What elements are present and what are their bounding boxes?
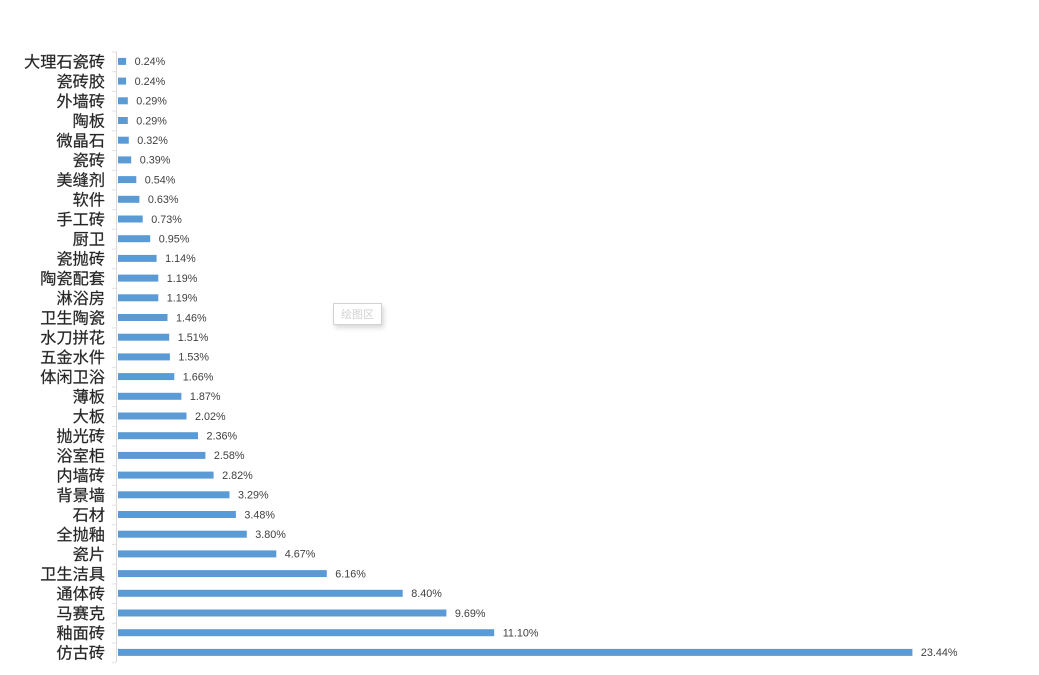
svg-text:0.63%: 0.63% (148, 194, 179, 206)
svg-text:3.48%: 3.48% (244, 509, 275, 521)
svg-text:23.44%: 23.44% (921, 647, 958, 659)
svg-text:3.29%: 3.29% (238, 490, 269, 502)
svg-text:8.40%: 8.40% (411, 588, 442, 600)
svg-text:4.67%: 4.67% (285, 549, 316, 561)
svg-text:1.87%: 1.87% (190, 391, 221, 403)
svg-text:1.19%: 1.19% (167, 273, 198, 285)
svg-text:2.82%: 2.82% (222, 470, 253, 482)
svg-text:1.19%: 1.19% (167, 293, 198, 305)
svg-text:0.54%: 0.54% (145, 174, 176, 186)
svg-text:0.29%: 0.29% (136, 96, 167, 108)
svg-text:0.24%: 0.24% (135, 56, 166, 68)
svg-text:0.32%: 0.32% (137, 135, 168, 147)
svg-text:3.80%: 3.80% (255, 529, 286, 541)
svg-text:1.66%: 1.66% (183, 371, 214, 383)
svg-text:9.69%: 9.69% (455, 608, 486, 620)
svg-text:0.73%: 0.73% (151, 214, 182, 226)
svg-text:6.16%: 6.16% (335, 568, 366, 580)
svg-text:2.36%: 2.36% (207, 431, 238, 443)
svg-text:2.02%: 2.02% (195, 411, 226, 423)
svg-text:1.14%: 1.14% (165, 253, 196, 265)
svg-text:0.39%: 0.39% (140, 155, 171, 167)
svg-text:0.95%: 0.95% (159, 234, 190, 246)
svg-text:2.58%: 2.58% (214, 450, 245, 462)
svg-text:1.46%: 1.46% (176, 312, 207, 324)
svg-text:1.51%: 1.51% (178, 332, 209, 344)
svg-text:0.29%: 0.29% (136, 115, 167, 127)
svg-text:1.53%: 1.53% (178, 352, 209, 364)
svg-text:11.10%: 11.10% (503, 628, 539, 640)
svg-text:0.24%: 0.24% (135, 76, 166, 88)
